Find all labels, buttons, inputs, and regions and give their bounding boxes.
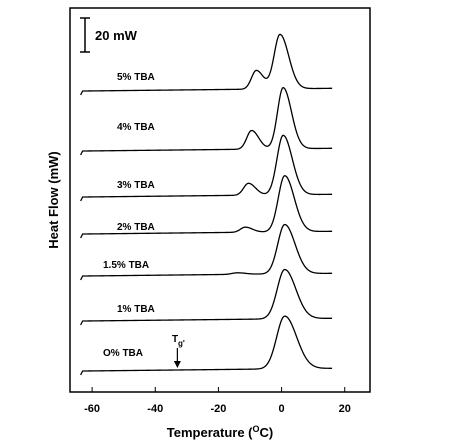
x-tick-label: 0 [279,403,285,415]
scale-bar-label: 20 mW [95,28,138,43]
tg-annotation-main: T [172,334,178,345]
curve-label: 3% TBA [117,180,155,191]
curve-label: 2% TBA [117,222,155,233]
thermogram-curve [80,87,333,156]
thermogram-curve [80,268,333,326]
x-axis-ticks: -60 -40 -20 0 20 [84,387,351,415]
plot-frame [69,7,371,393]
tg-annotation: T g' [172,334,185,368]
x-tick-label: -20 [210,403,226,415]
x-axis-title-suffix: C) [260,425,274,440]
thermogram-curve [80,134,333,202]
tg-arrow-head [173,361,181,368]
curve-label: 1.5% TBA [103,260,149,271]
y-axis-title: Heat Flow (mW) [46,151,61,249]
thermogram-curve [80,175,333,239]
scale-bar: 20 mW [80,17,138,53]
tg-annotation-sub: g' [178,339,185,348]
curve-label: 5% TBA [117,72,155,83]
x-axis-title-sup: O [253,424,260,434]
x-axis-title-prefix: Temperature ( [167,425,253,440]
x-tick-label: 20 [339,403,351,415]
curve-labels: O% TBA 1% TBA 1.5% TBA 2% TBA 3% TBA 4% TBA 5%… [103,72,155,359]
thermogram-curve [80,33,333,96]
thermogram-curve [80,223,333,281]
curve-label: 1% TBA [117,304,155,315]
curve-label: O% TBA [103,348,143,359]
x-tick-label: -60 [84,403,100,415]
x-tick-label: -40 [147,403,163,415]
curve-label: 4% TBA [117,122,155,133]
thermogram-curve [80,315,333,376]
x-axis-title: Temperature (OC) [167,424,273,440]
thermogram-curves [80,33,333,376]
